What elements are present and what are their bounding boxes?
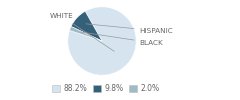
Text: BLACK: BLACK: [81, 32, 163, 46]
Legend: 88.2%, 9.8%, 2.0%: 88.2%, 9.8%, 2.0%: [49, 81, 162, 96]
Wedge shape: [71, 11, 102, 41]
Text: WHITE: WHITE: [50, 13, 114, 51]
Wedge shape: [70, 26, 102, 41]
Text: HISPANIC: HISPANIC: [86, 24, 173, 34]
Wedge shape: [68, 7, 136, 75]
